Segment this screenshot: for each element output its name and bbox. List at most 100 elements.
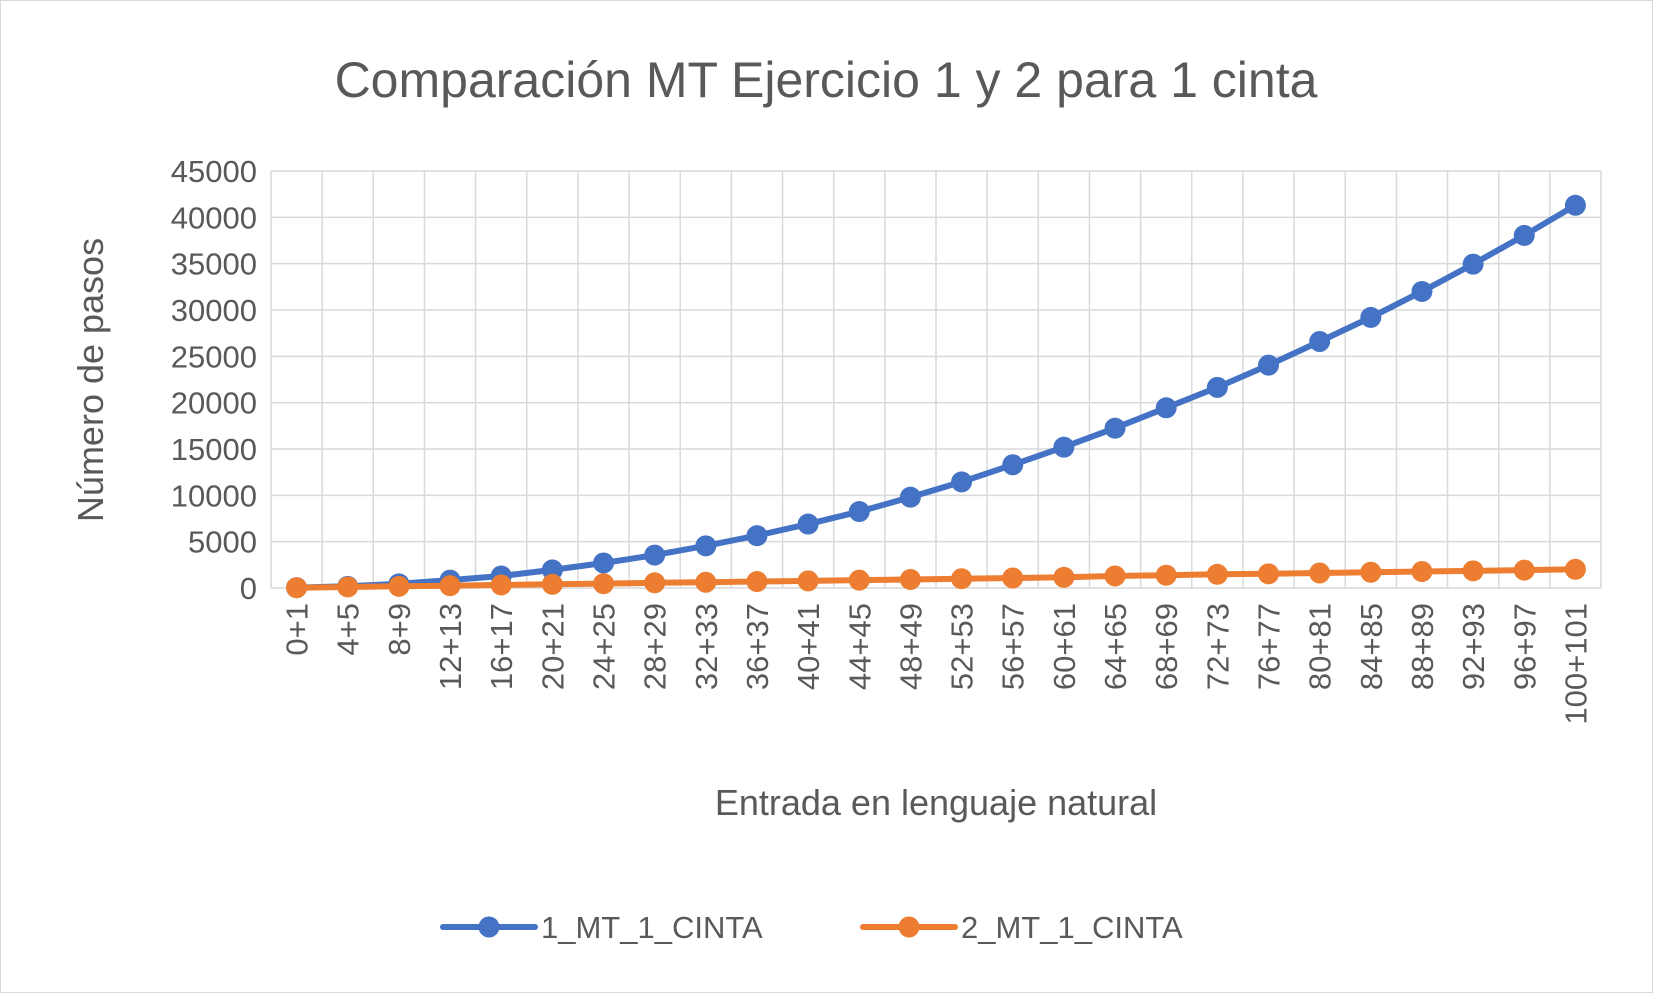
legend-marker <box>898 916 920 938</box>
data-point <box>1411 280 1433 302</box>
data-point <box>1258 354 1279 376</box>
data-point <box>490 574 512 596</box>
data-point <box>848 569 870 591</box>
y-tick-label: 20000 <box>171 386 257 421</box>
data-point <box>746 525 768 547</box>
legend-label: 2_MT_1_CINTA <box>961 910 1183 945</box>
data-point <box>746 571 768 593</box>
y-tick-label: 45000 <box>171 154 257 189</box>
data-point <box>388 575 410 597</box>
grid <box>270 170 1602 589</box>
x-tick-label: 20+21 <box>535 603 570 690</box>
data-point <box>695 571 717 593</box>
data-point <box>1462 253 1484 275</box>
x-tick-label: 76+77 <box>1252 603 1287 690</box>
legend-marker <box>478 916 500 938</box>
data-point <box>541 573 563 595</box>
y-tick-label: 35000 <box>171 247 257 282</box>
data-point <box>695 535 717 557</box>
x-tick-label: 60+61 <box>1047 603 1082 690</box>
legend: 1_MT_1_CINTA 2_MT_1_CINTA <box>440 910 1183 945</box>
data-point <box>797 570 819 592</box>
data-point <box>541 559 563 581</box>
x-tick-label: 0+1 <box>280 603 315 656</box>
data-point <box>1309 331 1331 353</box>
data-point <box>1206 563 1228 585</box>
x-tick-label: 64+65 <box>1098 603 1133 690</box>
x-tick-label: 4+5 <box>331 603 366 656</box>
data-point <box>797 513 819 535</box>
x-tick-label: 88+89 <box>1405 603 1440 690</box>
legend-item: 1_MT_1_CINTA <box>440 910 763 945</box>
data-point <box>1360 561 1382 583</box>
x-tick-label: 28+29 <box>638 603 673 690</box>
data-point <box>1104 417 1126 439</box>
data-point <box>951 471 973 493</box>
x-tick-label: 52+53 <box>945 603 980 690</box>
y-axis-title: Número de pasos <box>70 238 111 522</box>
data-point <box>1360 306 1382 328</box>
data-point <box>593 552 614 574</box>
chart-title: Comparación MT Ejercicio 1 y 2 para 1 ci… <box>335 52 1318 108</box>
data-point <box>1206 376 1228 398</box>
y-axis-ticks: 0 5000 10000 15000 20000 25000 30000 35000 40000… <box>171 154 257 606</box>
x-tick-label: 24+25 <box>587 603 622 690</box>
x-tick-label: 8+9 <box>382 603 417 656</box>
x-tick-label: 12+13 <box>433 603 468 690</box>
data-point <box>1155 397 1177 419</box>
x-tick-label: 48+49 <box>893 603 928 690</box>
y-tick-label: 30000 <box>171 293 257 328</box>
x-tick-label: 36+37 <box>740 603 775 690</box>
data-point <box>593 573 614 595</box>
data-point <box>1053 566 1075 588</box>
data-point <box>1002 454 1024 476</box>
data-point <box>1104 565 1126 587</box>
data-point <box>899 486 921 508</box>
x-tick-label: 40+41 <box>791 603 826 690</box>
data-point <box>1002 567 1024 589</box>
x-tick-label: 100+101 <box>1558 603 1593 725</box>
data-point <box>286 577 308 599</box>
x-tick-label: 56+57 <box>996 603 1031 690</box>
data-point <box>848 501 870 523</box>
data-point <box>1411 561 1433 583</box>
legend-item: 2_MT_1_CINTA <box>860 910 1183 945</box>
data-point <box>951 568 973 590</box>
data-point <box>1513 224 1535 246</box>
data-point <box>1462 560 1484 582</box>
data-point <box>1564 558 1586 580</box>
x-tick-label: 68+69 <box>1149 603 1184 690</box>
x-tick-label: 72+73 <box>1200 603 1235 690</box>
data-point <box>439 575 461 597</box>
data-point <box>644 572 666 594</box>
plot-area <box>286 194 1586 599</box>
x-tick-label: 80+81 <box>1303 603 1338 690</box>
data-point <box>1053 436 1075 458</box>
data-point <box>644 544 666 566</box>
series-2 <box>286 558 1586 599</box>
data-point <box>1309 562 1331 584</box>
x-axis-ticks: 0+1 4+5 8+9 12+13 16+17 20+21 24+25 28+29 32+33 3… <box>280 603 1594 725</box>
data-point <box>337 576 359 598</box>
legend-label: 1_MT_1_CINTA <box>541 910 763 945</box>
y-tick-label: 5000 <box>188 525 257 560</box>
x-tick-label: 84+85 <box>1354 603 1389 690</box>
y-tick-label: 0 <box>240 571 257 606</box>
data-point <box>1258 563 1279 585</box>
data-point <box>899 568 921 590</box>
x-tick-label: 96+97 <box>1507 603 1542 690</box>
data-point <box>1564 194 1586 216</box>
x-tick-label: 44+45 <box>842 603 877 690</box>
x-tick-label: 16+17 <box>484 603 519 690</box>
y-tick-label: 40000 <box>171 200 257 235</box>
data-point <box>1513 559 1535 581</box>
x-axis-title: Entrada en lenguaje natural <box>715 782 1157 823</box>
y-tick-label: 15000 <box>171 432 257 467</box>
y-tick-label: 10000 <box>171 478 257 513</box>
y-tick-label: 25000 <box>171 339 257 374</box>
x-tick-label: 32+33 <box>689 603 724 690</box>
x-tick-label: 92+93 <box>1456 603 1491 690</box>
data-point <box>1155 564 1177 586</box>
